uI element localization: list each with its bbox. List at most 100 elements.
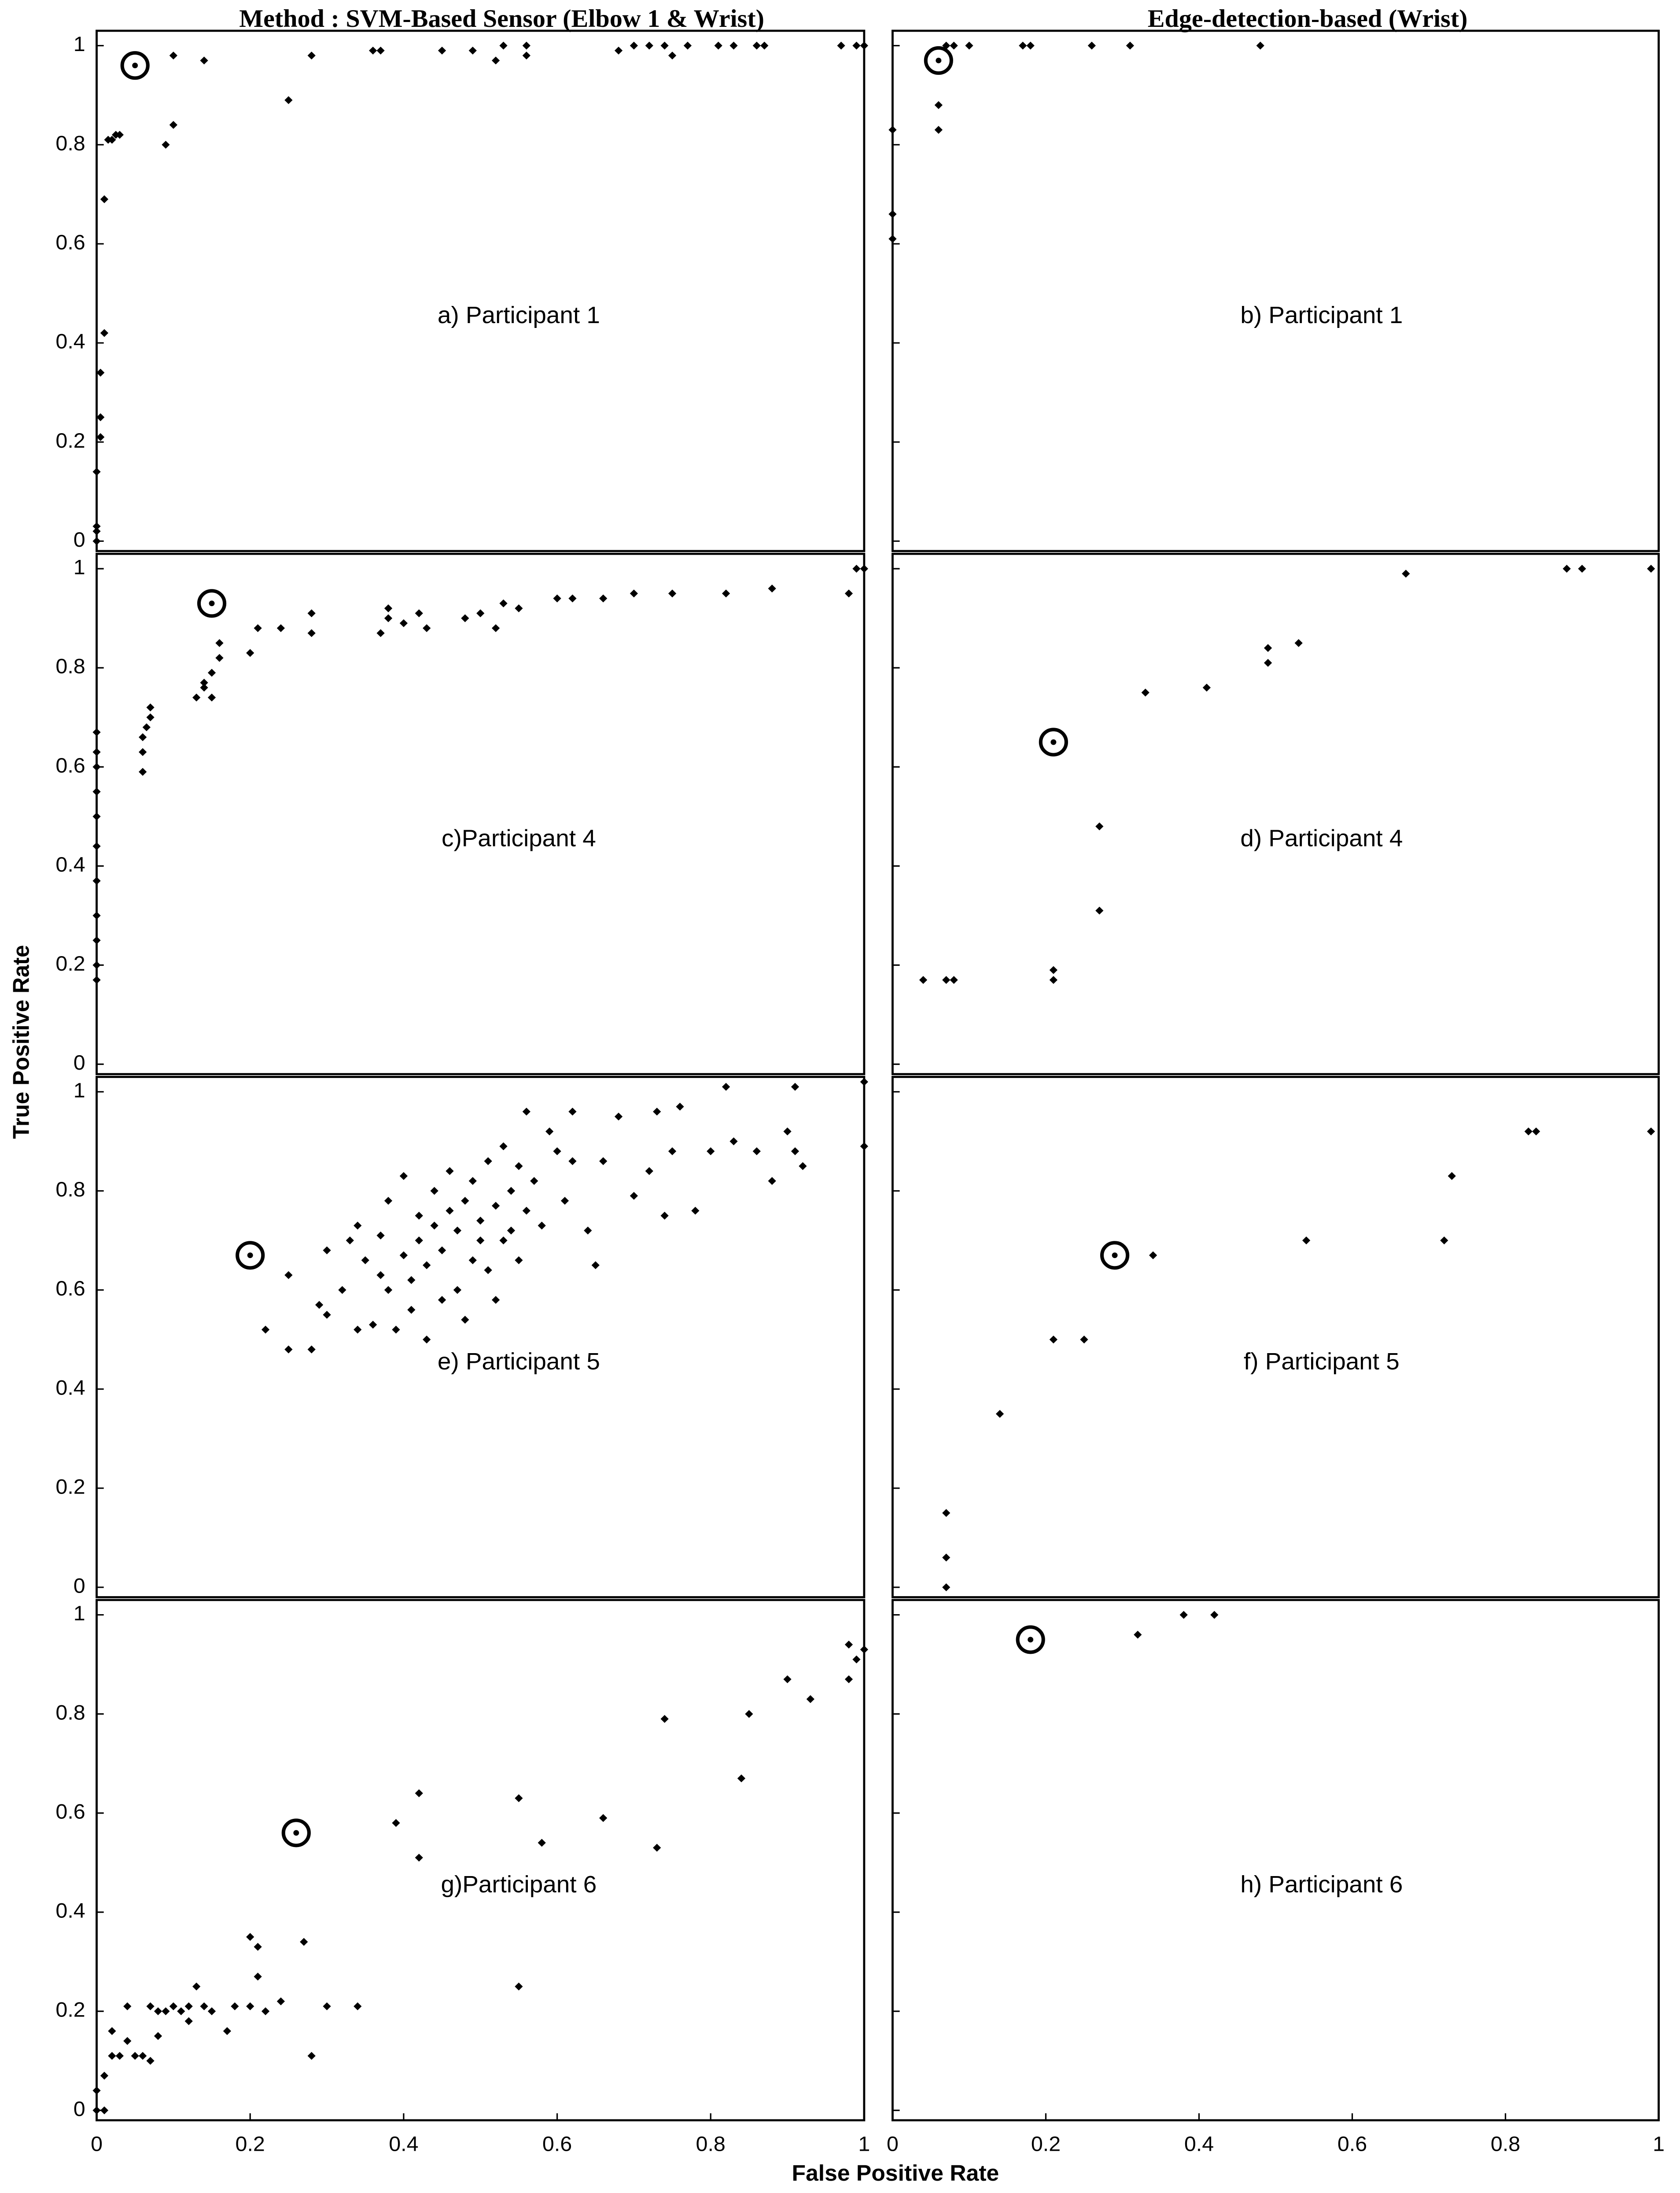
x-tick-label: 1 (858, 2133, 870, 2156)
circled-point (120, 51, 150, 80)
data-point (384, 1196, 393, 1205)
panel-annotation: g)Participant 6 (441, 1871, 597, 1898)
data-point (737, 1774, 746, 1783)
x-tick-label: 0 (887, 2133, 899, 2156)
data-point (660, 1715, 669, 1723)
data-point (100, 195, 109, 203)
circled-point (924, 46, 953, 75)
y-tick-label: 0 (74, 2097, 85, 2121)
data-point (300, 1938, 308, 1946)
data-point (92, 877, 101, 885)
data-point (415, 609, 423, 618)
data-point (942, 1583, 951, 1591)
data-point (438, 1246, 446, 1255)
data-point (476, 609, 485, 618)
y-tick-label: 0 (74, 528, 85, 552)
data-point (254, 624, 262, 633)
x-tick-label: 0.6 (1337, 2133, 1367, 2156)
y-tick-label: 0.4 (55, 853, 85, 876)
data-point (376, 629, 385, 637)
plot-frame (892, 1599, 1660, 2122)
data-point (1210, 1611, 1219, 1619)
y-tick-label: 0.2 (55, 1475, 85, 1499)
x-tick-label: 0.8 (696, 2133, 726, 2156)
data-point (92, 522, 101, 530)
data-point (96, 433, 105, 441)
data-point (108, 136, 116, 144)
data-point (538, 1839, 546, 1847)
y-tick-label: 1 (74, 33, 85, 56)
data-point (515, 1794, 523, 1803)
data-point (484, 1266, 492, 1274)
data-point (461, 614, 469, 622)
data-point (568, 1157, 577, 1165)
data-point (192, 693, 201, 702)
circled-point-center (1028, 1637, 1034, 1643)
data-point (668, 589, 677, 598)
data-point (200, 678, 208, 687)
y-tick-label: 0.2 (55, 429, 85, 453)
circled-point-center (209, 600, 215, 607)
y-tick-label: 0.6 (55, 1800, 85, 1824)
data-point (568, 594, 577, 603)
data-point (942, 976, 951, 984)
data-point (461, 1196, 469, 1205)
circled-point-center (1050, 739, 1057, 745)
circled-point (197, 589, 227, 618)
x-tick-label: 1 (1653, 2133, 1665, 2156)
panel-annotation: e) Participant 5 (438, 1348, 600, 1375)
data-point (1134, 1630, 1142, 1639)
data-point (284, 96, 293, 104)
data-point (207, 2007, 216, 2016)
data-point (307, 629, 316, 637)
y-tick-label: 0.4 (55, 1899, 85, 1923)
data-point (154, 2032, 162, 2040)
data-point (568, 1108, 577, 1116)
data-point (100, 329, 109, 337)
plot-frame (892, 29, 1660, 552)
circled-point-center (936, 58, 942, 63)
data-point (919, 976, 928, 984)
panel-annotation: d) Participant 4 (1240, 825, 1403, 852)
circled-point-center (1112, 1252, 1118, 1258)
data-point (791, 1083, 799, 1091)
data-point (246, 649, 254, 657)
data-point (154, 2007, 162, 2016)
data-point (844, 1641, 853, 1649)
x-tick-label: 0.4 (1184, 2133, 1214, 2156)
y-tick-label: 0.6 (55, 1277, 85, 1300)
data-point (783, 1127, 792, 1136)
x-tick-label: 0.2 (1031, 2133, 1061, 2156)
data-point (499, 599, 508, 607)
data-point (177, 2007, 185, 2016)
data-point (942, 1509, 951, 1517)
y-tick-label: 0.4 (55, 1376, 85, 1400)
column-title: Method : SVM-Based Sensor (Elbow 1 & Wri… (239, 5, 764, 32)
x-tick-label: 0 (91, 2133, 103, 2156)
panel-annotation: a) Participant 1 (438, 302, 600, 329)
data-point (515, 604, 523, 613)
data-point (806, 1695, 814, 1703)
data-point (888, 126, 897, 134)
data-point (584, 1226, 592, 1235)
data-point (92, 842, 101, 850)
y-tick-label: 0.4 (55, 330, 85, 353)
data-point (92, 527, 101, 535)
circled-point (1100, 1241, 1130, 1270)
data-point (1562, 564, 1571, 573)
circled-point (236, 1241, 265, 1270)
y-tick-label: 0 (74, 1052, 85, 1075)
circled-point (281, 1818, 311, 1847)
data-point (169, 121, 177, 129)
data-point (254, 1943, 262, 1951)
data-point (515, 1162, 523, 1170)
x-tick-label: 0.2 (236, 2133, 265, 2156)
data-point (745, 1710, 753, 1718)
data-point (1647, 564, 1655, 573)
data-point (1524, 1127, 1533, 1136)
circled-point-center (293, 1830, 299, 1836)
data-point (799, 1162, 807, 1170)
